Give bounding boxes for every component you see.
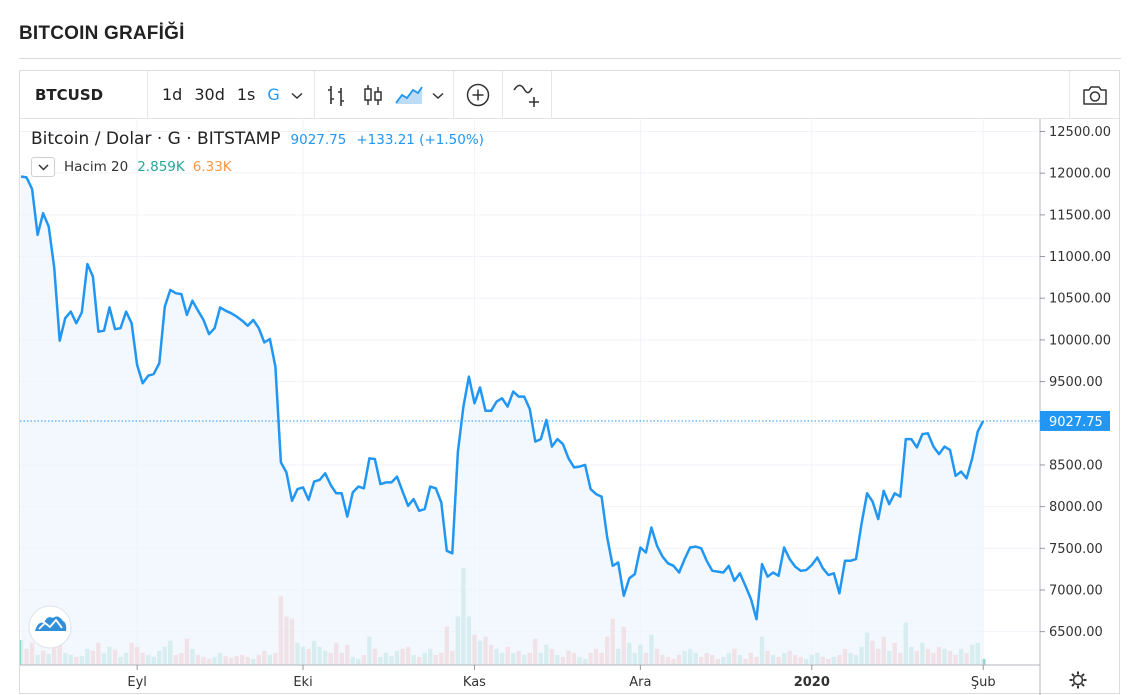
- price-tick-label: 12500.00: [1049, 125, 1111, 140]
- chevron-down-icon[interactable]: [427, 85, 449, 104]
- volume-bar: [981, 658, 986, 665]
- time-tick-label: Kas: [463, 675, 486, 690]
- volume-legend: Hacim 20 2.859K 6.33K: [31, 157, 232, 177]
- interval-30d-button[interactable]: 30d: [194, 84, 225, 104]
- camera-icon: [1082, 85, 1107, 105]
- axes: 12500.00 12000.00 11500.00 11000.00 10500.00…: [20, 119, 1111, 695]
- price-tick-label: 11000.00: [1049, 250, 1111, 265]
- price-tick-label: 8000.00: [1049, 500, 1103, 515]
- logo-trend: [38, 618, 63, 630]
- chart-widget: BTCUSD 1d 30d 1s G: [19, 70, 1121, 695]
- screenshot-button[interactable]: [1069, 70, 1119, 119]
- compare-group: [454, 70, 503, 119]
- chevron-down-icon[interactable]: [286, 85, 308, 104]
- bar-chart-icon[interactable]: [319, 71, 355, 119]
- price-line: [20, 175, 985, 621]
- chart-style-group: [315, 70, 454, 119]
- symbol-search-button[interactable]: BTCUSD: [20, 70, 148, 119]
- price-tick-label: 10500.00: [1049, 292, 1111, 307]
- chart-area[interactable]: 12500.00 12000.00 11500.00 11000.00 10500.00…: [20, 119, 1121, 695]
- indicators-icon[interactable]: [509, 71, 545, 119]
- price-tick-label: 8500.00: [1049, 458, 1103, 473]
- symbol-description: Bitcoin / Dolar · G · BITSTAMP: [31, 129, 281, 149]
- area-chart-icon[interactable]: [391, 71, 427, 119]
- volume-indicator-name: Hacim 20: [64, 159, 129, 175]
- last-price-tag: [1040, 410, 1110, 431]
- price-tick-label: 9500.00: [1049, 375, 1103, 390]
- time-tick-label: Şub: [971, 675, 996, 690]
- gear-icon-tooth: [1081, 683, 1085, 687]
- tradingview-logo-icon[interactable]: [28, 605, 72, 649]
- price-chart[interactable]: 12500.00 12000.00 11500.00 11000.00 10500.00…: [20, 119, 1121, 695]
- gear-icon-tooth: [1071, 673, 1075, 677]
- time-tick-label: 2020: [794, 675, 830, 690]
- interval-1d-button[interactable]: 1d: [162, 84, 183, 104]
- gear-icon-ring: [1072, 674, 1084, 686]
- indicators-group: [503, 70, 552, 119]
- time-tick-label: Ara: [629, 675, 651, 690]
- gear-icon: [1069, 671, 1087, 689]
- price-tick-label: 12000.00: [1049, 167, 1111, 182]
- chart-toolbar: BTCUSD 1d 30d 1s G: [20, 70, 1119, 119]
- gear-icon-tooth: [1071, 683, 1075, 687]
- interval-group: 1d 30d 1s G: [148, 70, 315, 119]
- symbol-legend: Bitcoin / Dolar · G · BITSTAMP 9027.75 +…: [31, 129, 484, 149]
- interval-g-button[interactable]: G: [267, 84, 280, 104]
- volume-value-2: 6.33K: [192, 159, 232, 175]
- price-tick-label: 6500.00: [1049, 625, 1103, 640]
- toolbar-spacer: [552, 71, 1069, 119]
- collapse-legend-button[interactable]: [31, 157, 55, 177]
- price-tick-label: 11500.00: [1049, 208, 1111, 223]
- last-price-tag-label: 9027.75: [1049, 415, 1103, 430]
- volume-value-1: 2.859K: [137, 159, 185, 175]
- plus-circle-icon[interactable]: [460, 71, 496, 119]
- price-change-value: +133.21 (+1.50%): [356, 132, 484, 148]
- logo-cloud: [35, 616, 67, 631]
- price-tick-label: 7000.00: [1049, 583, 1103, 598]
- title-divider: [19, 58, 1121, 59]
- gear-icon-tooth: [1081, 673, 1085, 677]
- price-area: [20, 175, 1040, 665]
- page-title: BITCOIN GRAFİĞİ: [19, 23, 185, 44]
- chevron-down-icon: [37, 163, 49, 171]
- price-tick-label: 10000.00: [1049, 333, 1111, 348]
- time-tick-label: Eki: [293, 675, 312, 690]
- last-price-value: 9027.75: [290, 132, 347, 148]
- interval-1s-button[interactable]: 1s: [236, 84, 256, 104]
- price-tick-label: 7500.00: [1049, 542, 1103, 557]
- time-tick-label: Eyl: [127, 675, 147, 690]
- candles-icon[interactable]: [355, 71, 391, 119]
- price-area-fill: [21, 176, 984, 665]
